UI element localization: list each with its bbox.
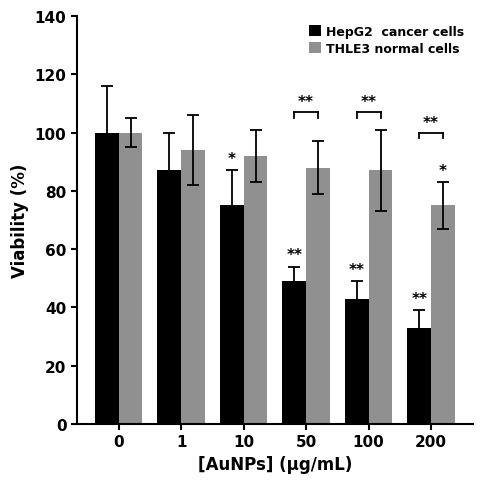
Bar	[408, 328, 431, 424]
Text: **: **	[361, 95, 377, 110]
Bar	[95, 134, 119, 424]
Bar	[157, 171, 181, 424]
Bar	[369, 171, 393, 424]
Text: **: **	[349, 262, 365, 277]
Bar	[306, 168, 330, 424]
Text: **: **	[423, 116, 439, 131]
Bar	[345, 299, 369, 424]
Bar	[181, 151, 205, 424]
Bar	[243, 157, 268, 424]
Y-axis label: Viability (%): Viability (%)	[11, 164, 29, 278]
Text: **: **	[298, 95, 314, 110]
Text: **: **	[287, 248, 302, 263]
Bar	[431, 206, 455, 424]
Bar	[119, 134, 142, 424]
Bar	[220, 206, 243, 424]
Legend: HepG2  cancer cells, THLE3 normal cells: HepG2 cancer cells, THLE3 normal cells	[306, 23, 467, 58]
Text: *: *	[439, 164, 447, 179]
Text: **: **	[411, 291, 427, 306]
Text: *: *	[228, 152, 236, 167]
X-axis label: [AuNPs] (μg/mL): [AuNPs] (μg/mL)	[198, 455, 352, 473]
Bar	[283, 282, 306, 424]
